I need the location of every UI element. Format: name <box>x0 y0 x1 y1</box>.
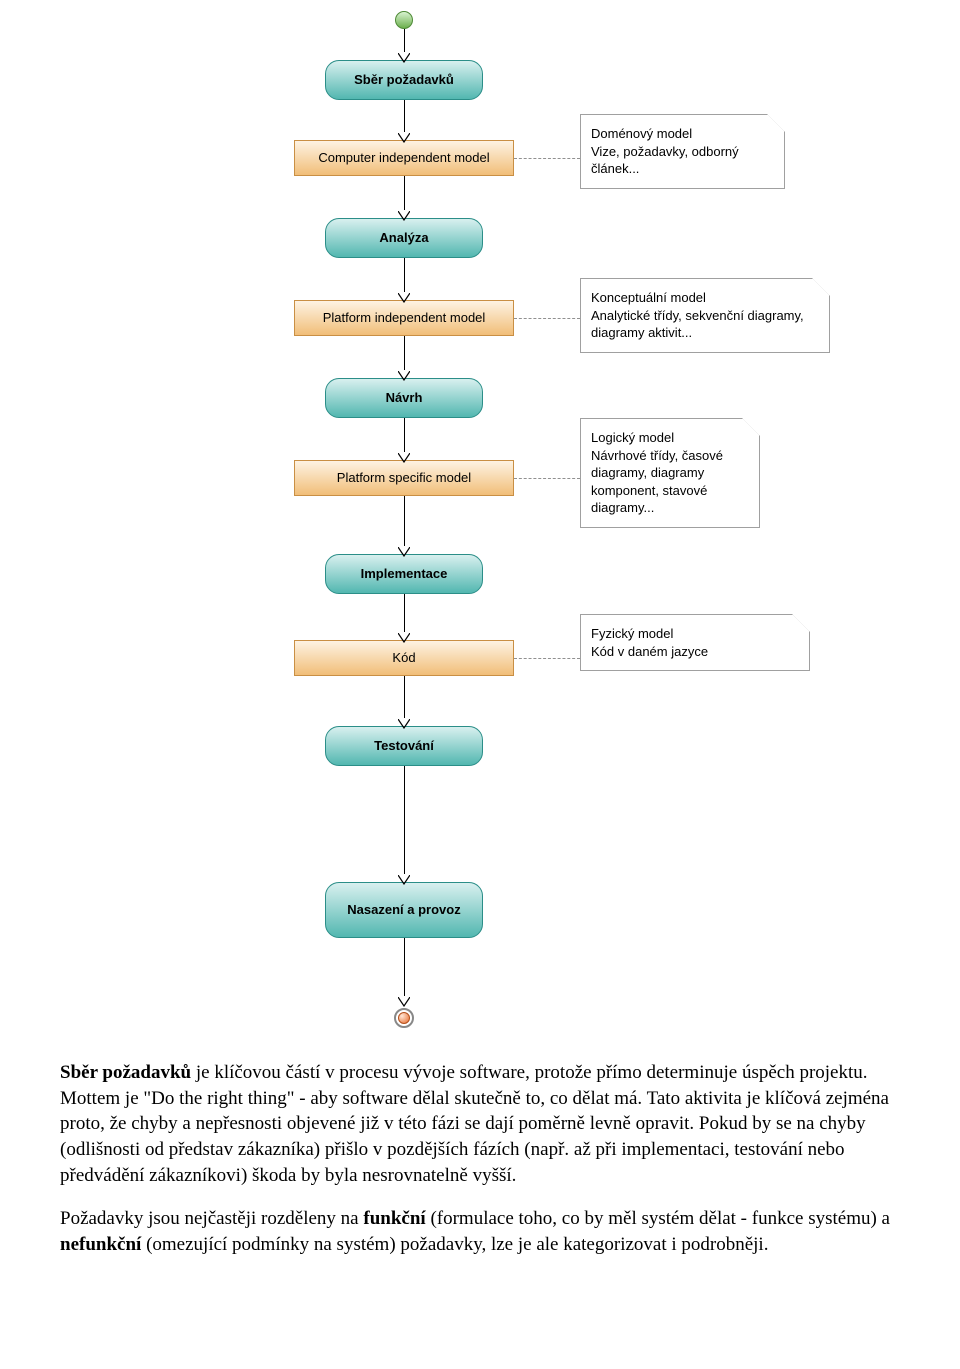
note-note2: Konceptuální modelAnalytické třídy, sekv… <box>580 278 830 353</box>
arrow-7 <box>404 594 405 632</box>
dashed-connector-3 <box>514 658 580 659</box>
artifact-n8: Kód <box>294 640 514 676</box>
p2-b2: nefunkční <box>60 1234 141 1255</box>
p2-post: (omezující podmínky na systém) požadavky… <box>141 1234 768 1255</box>
artifact-n4: Platform independent model <box>294 300 514 336</box>
p1-lead: Sběr požadavků <box>60 1062 191 1083</box>
body-text: Sběr požadavků je klíčovou částí v proce… <box>0 1050 960 1315</box>
arrow-1 <box>404 100 405 132</box>
p2-b1: funkční <box>363 1208 425 1229</box>
arrow-6 <box>404 496 405 546</box>
arrowhead-7 <box>398 630 410 640</box>
activity-n3: Analýza <box>325 218 483 258</box>
note-note3: Logický modelNávrhové třídy, časové diag… <box>580 418 760 528</box>
dashed-connector-1 <box>514 318 580 319</box>
flowchart: Sběr požadavků Analýza Návrh Implementace Te… <box>0 0 960 1050</box>
arrowhead-3 <box>398 290 410 300</box>
p2-mid: (formulace toho, co by měl systém dělat … <box>426 1208 890 1229</box>
arrow-10 <box>404 938 405 996</box>
arrow-5 <box>404 418 405 452</box>
arrow-8 <box>404 676 405 718</box>
p2-pre: Požadavky jsou nejčastěji rozděleny na <box>60 1208 363 1229</box>
dashed-connector-0 <box>514 158 580 159</box>
arrowhead-9 <box>398 872 410 882</box>
arrowhead-8 <box>398 716 410 726</box>
arrowhead-6 <box>398 544 410 554</box>
arrowhead-10 <box>398 994 410 1004</box>
paragraph-2: Požadavky jsou nejčastěji rozděleny na f… <box>60 1206 912 1257</box>
artifact-n2: Computer independent model <box>294 140 514 176</box>
activity-n9: Testování <box>325 726 483 766</box>
arrowhead-4 <box>398 368 410 378</box>
activity-n10: Nasazení a provoz <box>325 882 483 938</box>
arrow-9 <box>404 766 405 874</box>
start-node <box>395 11 413 29</box>
arrow-2 <box>404 176 405 210</box>
activity-n5: Návrh <box>325 378 483 418</box>
artifact-n6: Platform specific model <box>294 460 514 496</box>
arrowhead-2 <box>398 208 410 218</box>
paragraph-1: Sběr požadavků je klíčovou částí v proce… <box>60 1060 912 1188</box>
arrow-4 <box>404 336 405 370</box>
end-node-inner <box>398 1012 410 1024</box>
arrowhead-0 <box>398 50 410 60</box>
arrowhead-1 <box>398 130 410 140</box>
note-note4: Fyzický modelKód v daném jazyce <box>580 614 810 671</box>
arrowhead-5 <box>398 450 410 460</box>
arrow-0 <box>404 29 405 52</box>
note-note1: Doménový modelVize, požadavky, odborný č… <box>580 114 785 189</box>
activity-n7: Implementace <box>325 554 483 594</box>
arrow-3 <box>404 258 405 292</box>
activity-n1: Sběr požadavků <box>325 60 483 100</box>
end-node <box>394 1008 414 1028</box>
dashed-connector-2 <box>514 478 580 479</box>
